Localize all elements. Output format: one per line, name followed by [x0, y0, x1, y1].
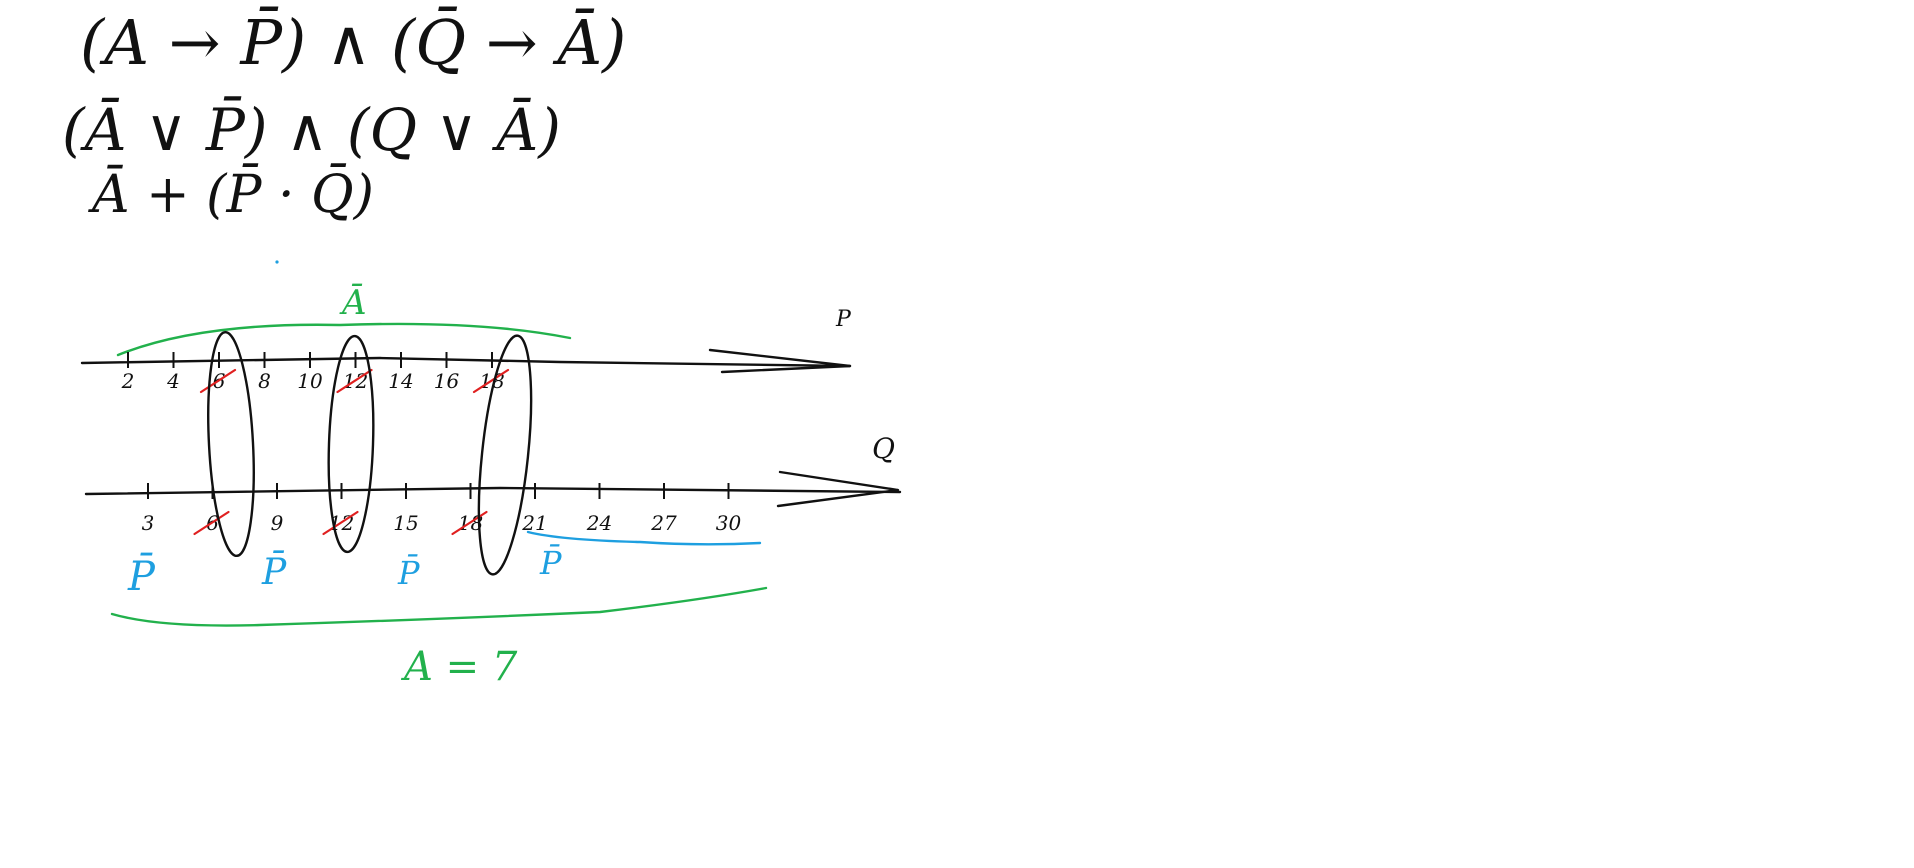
answer-text: A = 7: [400, 644, 518, 690]
p-bar-annotations: P̄ P̄ P̄ P̄: [127, 260, 762, 600]
q-axis-tick-label-9: 9: [271, 511, 284, 535]
q-axis-tick-label-3: 3: [142, 511, 155, 535]
p-axis-tick-label-4: 4: [166, 369, 180, 393]
q-axis-arrowhead: [776, 470, 900, 508]
p-axis-arrowhead: [708, 348, 852, 374]
oval-12: [327, 334, 375, 554]
p-axis-tick-label-8: 8: [258, 369, 271, 393]
p-axis-line: [80, 356, 852, 368]
q-axis-tick-label-15: 15: [393, 511, 418, 535]
a-bar-group: Ā: [116, 283, 572, 357]
p-axis-cross-mark-6: [199, 368, 237, 394]
p-axis-label: P: [835, 307, 852, 332]
p-bar-label-4: P̄: [539, 544, 562, 582]
p-axis-ticks: 24681012141618: [121, 352, 510, 394]
q-axis-cross-mark-18: [451, 510, 488, 536]
formula-1-text: (A → P̄) ∧ (Q̄ → Ā): [80, 6, 626, 79]
p-bar-label-1: P̄: [127, 553, 156, 600]
q-axis-label: Q: [872, 432, 895, 465]
answer-group: A = 7: [110, 586, 768, 690]
p-axis-tick-label-2: 2: [121, 369, 135, 393]
p-axis-tick-label-10: 10: [297, 369, 323, 393]
q-axis-tick-label-27: 27: [650, 511, 677, 535]
q-axis-tick-label-30: 30: [716, 511, 742, 535]
formula-line-2: (Ā ∨ P̄) ∧ (Q ∨ Ā): [62, 95, 561, 164]
q-axis-tick-label-21: 21: [521, 511, 547, 535]
p-bar-label-2: P̄: [261, 550, 287, 593]
q-axis-cross-mark-12: [322, 510, 359, 536]
q-axis-cross-mark-6: [193, 510, 230, 536]
common-value-ovals: [207, 330, 533, 576]
formula-2-text: (Ā ∨ P̄) ∧ (Q ∨ Ā): [62, 95, 561, 164]
bottom-brace: [110, 586, 768, 627]
p-axis-tick-label-14: 14: [388, 369, 413, 393]
a-bar-label: Ā: [339, 283, 367, 323]
p-bar-label-3: P̄: [397, 554, 420, 592]
formula-3-text: Ā + (P̄ · Q̄): [88, 164, 374, 225]
oval-6: [207, 330, 255, 558]
a-bar-brace: [116, 322, 572, 357]
q-axis-line: [84, 486, 902, 496]
formula-line-3: Ā + (P̄ · Q̄): [88, 164, 374, 225]
q-axis-tick-label-24: 24: [586, 511, 612, 535]
p-axis-cross-mark-12: [336, 368, 373, 394]
p-axis: P 24681012141618: [80, 307, 852, 394]
formula-line-1: (A → P̄) ∧ (Q̄ → Ā): [80, 6, 626, 79]
blue-dot: [275, 260, 279, 264]
p-axis-cross-mark-18: [472, 368, 510, 394]
oval-18: [477, 334, 533, 576]
p-bar-underline: [526, 530, 762, 546]
p-axis-tick-label-16: 16: [434, 369, 460, 393]
